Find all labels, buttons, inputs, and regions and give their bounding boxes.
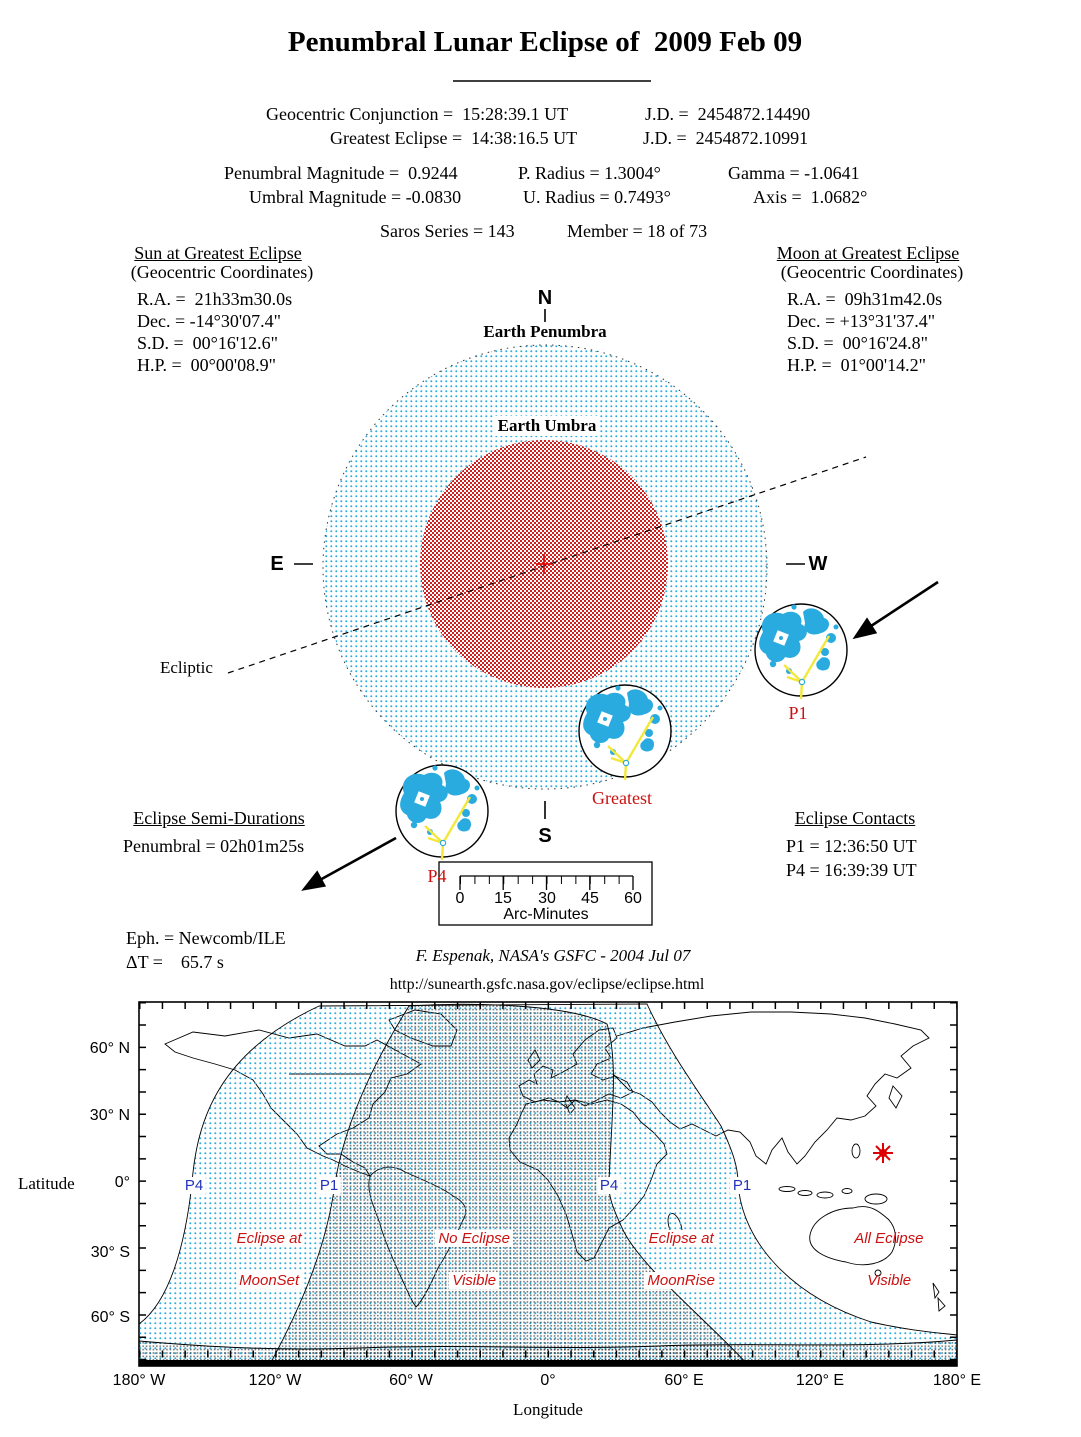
saros-series: Saros Series = 143 [380,221,515,241]
contact-p1: P1 = 12:36:50 UT [786,836,917,856]
ruler-tick-60: 60 [624,890,642,907]
map-p4-east-label: P4 [596,1177,622,1195]
conjunction-jd: J.D. = 2454872.14490 [645,104,811,124]
saros-member: Member = 18 of 73 [567,221,708,241]
contacts-heading: Eclipse Contacts [794,808,916,828]
compass-south-label: S [538,825,552,847]
moon-dec: Dec. = +13°31'37.4" [787,311,936,331]
map-p1-east-label: P1 [729,1177,755,1195]
p-radius: P. Radius = 1.3004° [518,163,661,183]
gamma: Gamma = -1.0641 [728,163,860,183]
penumbral-magnitude: Penumbral Magnitude = 0.9244 [224,163,458,183]
region-label-line: Visible [867,1272,912,1289]
ephemeris-source: Eph. = Newcomb/ILE [126,928,286,948]
region-label-line: No Eclipse [435,1230,514,1247]
region-no-eclipse-visible: No Eclipse Visible [427,1207,514,1291]
ecliptic-line [227,456,867,674]
lon-tick-180e: 180° E [932,1372,982,1389]
region-label-line: MoonSet [236,1272,303,1289]
ruler-tick-15: 15 [494,890,512,907]
moon-ra: R.A. = 09h31m42.0s [787,289,943,309]
lat-tick-30s: 30° S [90,1244,130,1261]
region-eclipse-at-moonset: Eclipse at MoonSet [225,1207,305,1291]
greatest-eclipse-time: Greatest Eclipse = 14:38:16.5 UT [330,128,578,148]
region-eclipse-at-moonrise: Eclipse at MoonRise [636,1207,718,1291]
moon-zenith-star-icon [873,1143,893,1163]
lat-tick-0: 0° [114,1174,130,1191]
lat-tick-60n: 60° N [89,1040,130,1057]
visibility-map [138,1001,958,1367]
moon-heading: Moon at Greatest Eclipse [776,243,960,263]
map-p4-west-label: P4 [181,1177,207,1195]
lon-tick-120e: 120° E [795,1372,845,1389]
region-label-line: MoonRise [644,1272,718,1289]
region-label-line: Visible [449,1272,500,1289]
u-radius: U. Radius = 0.7493° [523,187,671,207]
lon-tick-0: 0° [540,1372,556,1389]
moon-hp: H.P. = 01°00'14.2" [787,355,926,375]
contact-p4: P4 = 16:39:39 UT [786,860,917,880]
region-label-line: Eclipse at [233,1230,305,1247]
sun-sd: S.D. = 00°16'12.6" [137,333,278,353]
moon-motion-arrow-p4 [301,836,397,891]
sun-dec: Dec. = -14°30'07.4" [137,311,281,331]
semi-duration-penumbral: Penumbral = 02h01m25s [123,836,305,856]
moon-sd: S.D. = 00°16'24.8" [787,333,928,353]
axis: Axis = 1.0682° [753,187,868,207]
source-url: http://sunearth.gsfc.nasa.gov/eclipse/ec… [389,976,705,993]
lon-tick-60e: 60° E [664,1372,704,1389]
map-ticks [139,1002,957,1366]
compass-east-label: E [270,553,284,575]
delta-t: ΔT = 65.7 s [126,952,224,972]
compass-north-label: N [537,287,553,309]
lon-tick-60w: 60° W [389,1372,433,1389]
moon-at-p4 [394,763,490,862]
ruler-tick-0: 0 [455,890,465,907]
lat-tick-60s: 60° S [90,1309,130,1326]
umbral-magnitude: Umbral Magnitude = -0.0830 [249,187,462,207]
lon-tick-120w: 120° W [248,1372,302,1389]
sun-hp: H.P. = 00°00'08.9" [137,355,276,375]
ruler-tick-45: 45 [581,890,599,907]
compass-ticks [294,309,805,819]
ruler-caption: Arc-Minutes [503,906,589,923]
credit-line: F. Espenak, NASA's GSFC - 2004 Jul 07 [415,946,691,965]
ruler-tick-30: 30 [538,890,556,907]
arcminute-scale [438,861,653,926]
compass-west-label: W [808,553,828,575]
lat-tick-30n: 30° N [89,1107,130,1124]
sun-heading: Sun at Greatest Eclipse [134,243,302,263]
region-label-line: All Eclipse [854,1230,924,1247]
earth-umbra-label: Earth Umbra [494,416,600,436]
geocentric-conjunction: Geocentric Conjunction = 15:28:39.1 UT [266,104,569,124]
p1-moon-label: P1 [788,703,808,723]
map-bottom-bar [139,1360,957,1366]
earth-penumbra-label: Earth Penumbra [480,322,610,342]
region-label-line: Eclipse at [645,1230,717,1247]
semi-durations-heading: Eclipse Semi-Durations [133,808,305,828]
sun-subheading: (Geocentric Coordinates) [130,262,314,282]
greatest-moon-label: Greatest [592,788,652,808]
map-p1-west-label: P1 [316,1177,342,1195]
region-all-eclipse-visible: All Eclipse Visible [847,1207,924,1291]
latitude-axis-label: Latitude [18,1174,75,1193]
greatest-eclipse-jd: J.D. = 2454872.10991 [643,128,809,148]
shadow-center-cross-icon [536,554,552,574]
p4-moon-label: P4 [427,866,447,886]
shadow-diagram [227,309,939,926]
ecliptic-label: Ecliptic [160,658,213,677]
moon-subheading: (Geocentric Coordinates) [780,262,964,282]
longitude-axis-label: Longitude [513,1400,583,1419]
page-title: Penumbral Lunar Eclipse of 2009 Feb 09 [287,26,803,58]
sun-ra: R.A. = 21h33m30.0s [137,289,293,309]
moon-at-p1 [753,602,849,701]
lon-tick-180w: 180° W [112,1372,166,1389]
moon-motion-arrow-p1 [852,580,939,640]
